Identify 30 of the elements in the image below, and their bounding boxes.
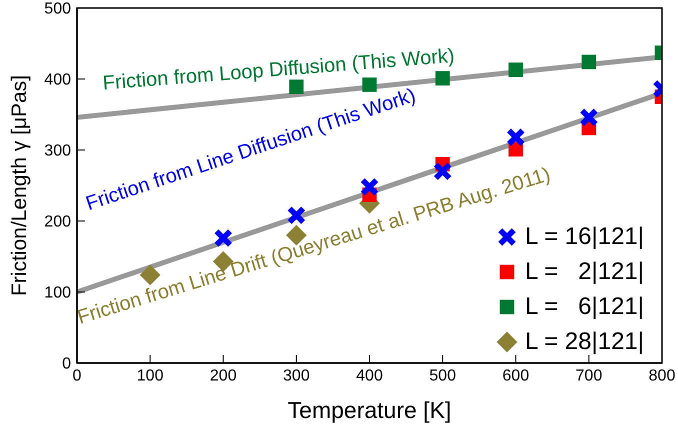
y-tick-label: 100 xyxy=(44,284,72,302)
x-tick-label: 500 xyxy=(429,367,456,384)
legend-label: L = 2|121| xyxy=(524,257,644,287)
legend-label: L = 6|121| xyxy=(524,292,644,322)
legend-label: L = 28|121| xyxy=(524,327,644,357)
x-tick-label: 400 xyxy=(356,367,383,384)
y-tick-label: 400 xyxy=(44,72,72,89)
point xyxy=(582,54,596,70)
y-tick-label: 200 xyxy=(44,214,72,231)
point xyxy=(286,206,306,225)
y-tick-label: 500 xyxy=(44,0,72,18)
y-tick-label: 300 xyxy=(44,142,72,160)
point xyxy=(435,71,450,86)
x-axis-title: Temperature [K] xyxy=(288,397,452,423)
point xyxy=(360,177,380,196)
x-tick-label: 300 xyxy=(283,367,310,384)
x-tick-label: 600 xyxy=(502,367,530,384)
x-tick-label: 700 xyxy=(576,367,602,384)
legend-label: L = 16|121| xyxy=(524,222,644,252)
point xyxy=(433,162,452,181)
y-axis-title: Friction/Length γ [μPas] xyxy=(8,74,31,296)
point xyxy=(214,228,233,248)
point xyxy=(508,62,523,77)
y-tick-label: 0 xyxy=(62,356,72,373)
point xyxy=(289,80,304,94)
x-tick-label: 100 xyxy=(136,367,164,384)
x-tick-label: 800 xyxy=(648,367,676,384)
x-tick-label: 200 xyxy=(210,367,237,384)
point xyxy=(506,128,526,147)
point xyxy=(579,108,598,127)
